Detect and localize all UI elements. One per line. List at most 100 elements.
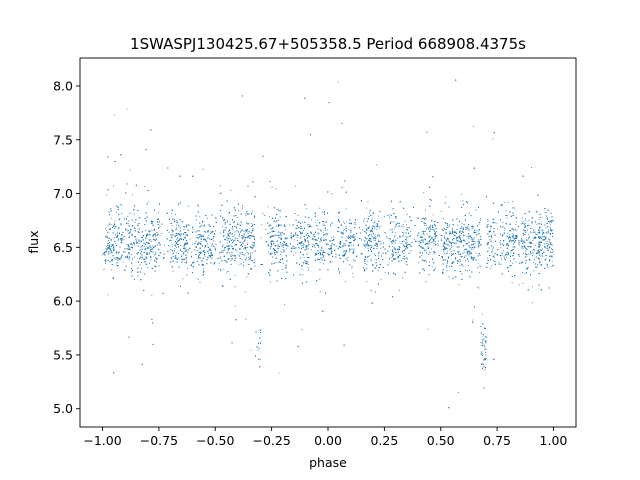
- data-point: [536, 250, 538, 252]
- data-point: [493, 219, 495, 221]
- data-point: [151, 229, 153, 231]
- data-point: [385, 271, 387, 273]
- data-point: [443, 249, 445, 251]
- data-point: [475, 209, 477, 211]
- data-point: [525, 250, 527, 252]
- data-point: [203, 252, 205, 254]
- data-point: [290, 235, 292, 237]
- data-point: [522, 282, 524, 284]
- data-point: [281, 239, 283, 241]
- data-point: [429, 265, 431, 267]
- data-point: [447, 259, 449, 261]
- data-point: [470, 236, 472, 238]
- data-point: [379, 225, 381, 227]
- data-point: [345, 221, 347, 223]
- data-point: [491, 250, 493, 252]
- data-point: [318, 222, 320, 223]
- data-point: [281, 269, 283, 270]
- data-point: [204, 231, 206, 233]
- data-point: [295, 252, 297, 254]
- data-point: [406, 242, 408, 243]
- data-point: [289, 224, 291, 226]
- data-point: [183, 245, 185, 247]
- data-point: [515, 223, 517, 225]
- data-point: [186, 260, 187, 262]
- data-point: [228, 240, 230, 242]
- data-point: [512, 236, 514, 238]
- data-point: [111, 258, 113, 260]
- data-point: [425, 281, 427, 283]
- data-point: [296, 240, 298, 241]
- data-point: [345, 208, 347, 210]
- data-point: [477, 267, 479, 269]
- data-point: [536, 266, 538, 268]
- data-point: [497, 228, 499, 230]
- data-point: [147, 242, 148, 244]
- data-point: [199, 248, 201, 250]
- data-point: [208, 234, 210, 236]
- data-point: [236, 237, 238, 239]
- data-point: [252, 252, 254, 254]
- data-point: [461, 222, 463, 224]
- data-point: [447, 222, 448, 224]
- data-point: [528, 242, 530, 244]
- data-point: [323, 238, 325, 240]
- data-point: [117, 257, 119, 258]
- data-point: [459, 240, 460, 242]
- data-point: [170, 239, 172, 241]
- data-point: [532, 243, 534, 245]
- data-point: [278, 372, 280, 374]
- data-point: [277, 219, 279, 221]
- data-point: [485, 351, 487, 353]
- data-point: [183, 229, 185, 230]
- data-point: [518, 240, 520, 242]
- data-point: [420, 240, 422, 242]
- data-point: [400, 260, 402, 261]
- data-point: [117, 228, 119, 230]
- data-point: [367, 201, 369, 203]
- data-point: [445, 232, 447, 233]
- data-point: [317, 258, 318, 260]
- data-point: [375, 244, 377, 246]
- data-point: [120, 224, 122, 226]
- data-point: [410, 230, 411, 232]
- data-point: [426, 233, 428, 235]
- data-point: [428, 236, 430, 238]
- data-point: [302, 274, 304, 276]
- data-point: [366, 264, 368, 266]
- data-point: [427, 244, 429, 246]
- data-point: [471, 319, 473, 321]
- data-point: [374, 244, 376, 246]
- data-point: [267, 206, 269, 208]
- data-point: [250, 223, 252, 225]
- data-point: [113, 241, 115, 243]
- data-point: [459, 258, 461, 260]
- data-point: [473, 226, 475, 228]
- data-point: [126, 108, 128, 110]
- data-point: [338, 247, 340, 249]
- data-point: [507, 254, 509, 256]
- data-point: [481, 335, 483, 337]
- data-point: [109, 222, 110, 224]
- data-point: [431, 241, 433, 243]
- data-point: [539, 238, 541, 239]
- data-point: [240, 241, 242, 243]
- data-point: [154, 240, 156, 242]
- data-point: [238, 210, 240, 212]
- data-point: [472, 125, 474, 127]
- data-point: [504, 257, 505, 259]
- data-point: [533, 228, 535, 230]
- data-point: [542, 255, 543, 257]
- data-point: [380, 278, 382, 280]
- data-point: [545, 227, 547, 229]
- data-point: [285, 267, 287, 269]
- data-point: [308, 242, 309, 243]
- data-point: [481, 343, 483, 345]
- data-point: [172, 234, 173, 236]
- data-point: [459, 234, 461, 236]
- data-point: [493, 257, 495, 259]
- data-point: [267, 243, 269, 245]
- data-point: [213, 240, 215, 242]
- data-point: [253, 259, 255, 261]
- data-point: [234, 255, 236, 257]
